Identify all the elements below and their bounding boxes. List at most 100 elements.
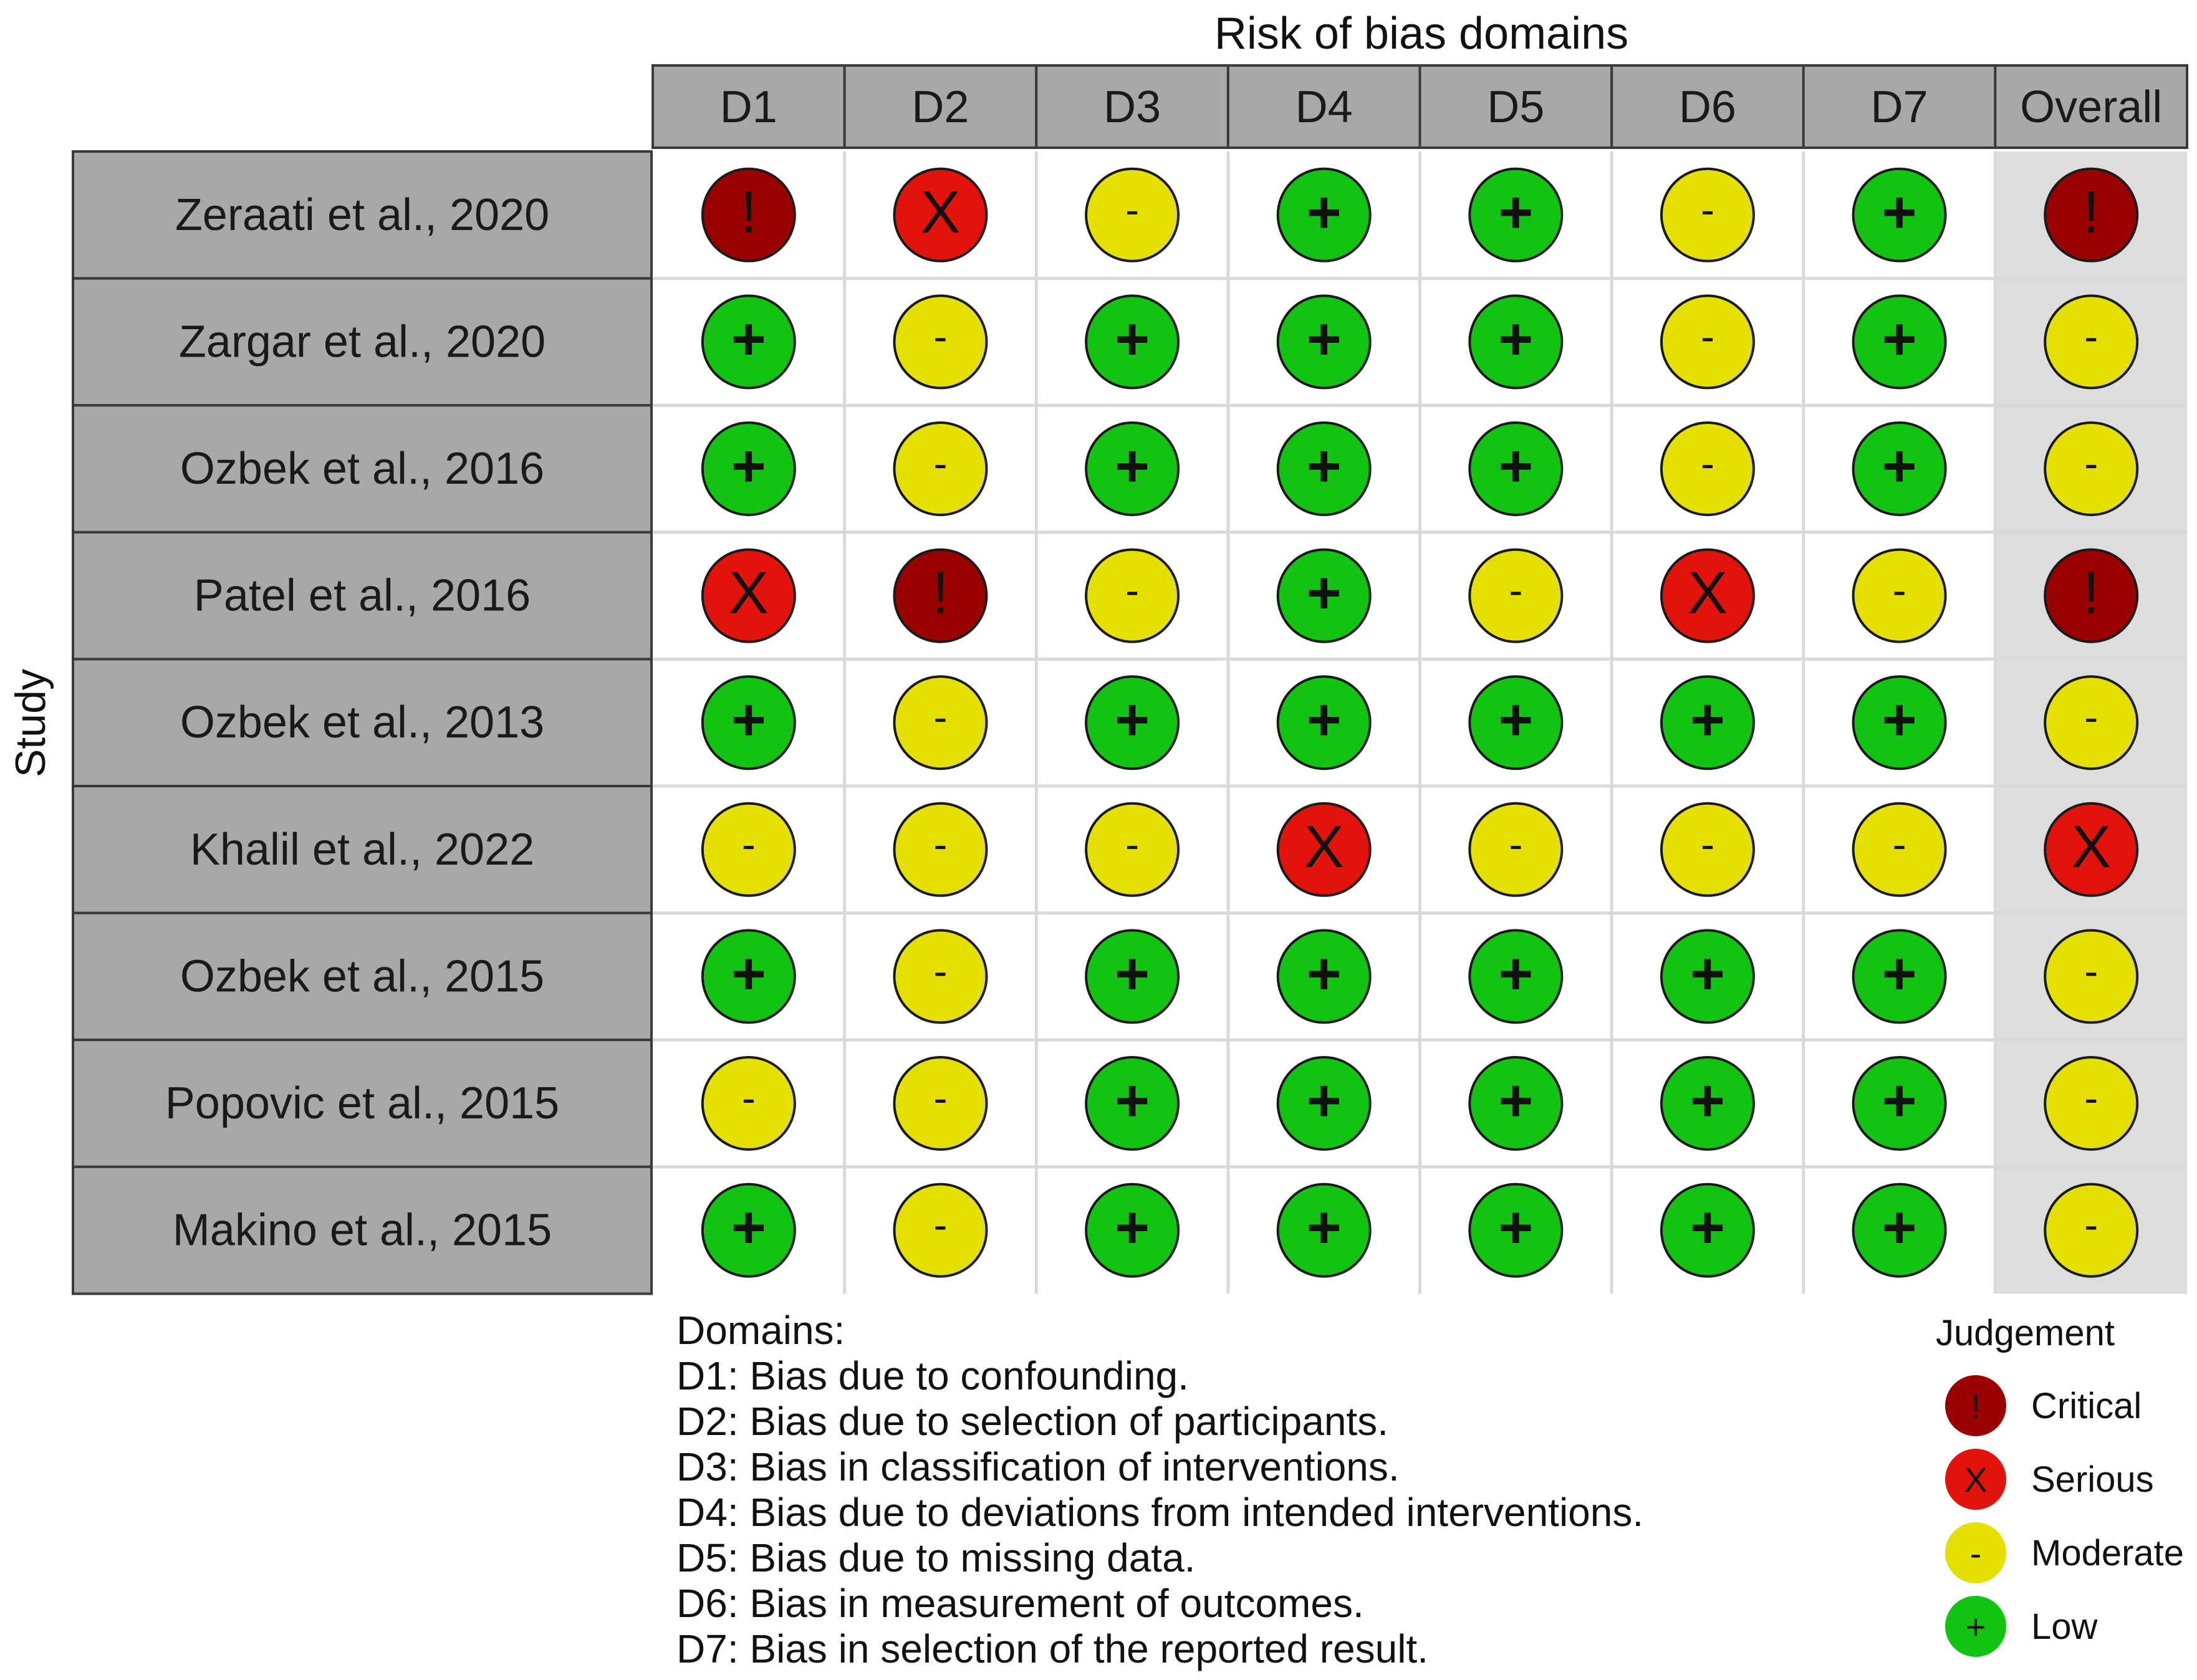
judgement-low-icon: + xyxy=(1085,421,1180,516)
judgement-moderate-icon: - xyxy=(893,421,988,516)
judgement-moderate-icon: - xyxy=(893,1183,988,1278)
judgement-low-icon: + xyxy=(1468,1183,1564,1278)
svg-text:X: X xyxy=(2071,814,2111,880)
svg-text:-: - xyxy=(1509,567,1522,613)
judgement-low-icon: + xyxy=(701,294,796,390)
svg-text:-: - xyxy=(1893,821,1906,867)
svg-text:-: - xyxy=(933,948,947,994)
judgement-low-icon: + xyxy=(1468,167,1564,262)
judgement-low-icon: + xyxy=(1085,1183,1180,1278)
svg-text:+: + xyxy=(1307,560,1342,626)
judgement-low-icon: + xyxy=(1660,1183,1755,1278)
svg-text:+: + xyxy=(1307,305,1342,372)
judgement-low-icon: + xyxy=(1852,167,1947,262)
svg-text:+: + xyxy=(731,940,766,1007)
domain-desc-d4: D4: Bias due to deviations from intended… xyxy=(676,1490,1644,1535)
svg-text:-: - xyxy=(2084,694,2098,740)
svg-text:!: ! xyxy=(2083,179,2100,246)
judgement-moderate-icon: - xyxy=(1660,167,1755,262)
judgement-moderate-icon: - xyxy=(1085,802,1180,897)
serious-icon: X xyxy=(1945,1449,2006,1510)
y-axis-label: Study xyxy=(7,669,54,777)
svg-text:-: - xyxy=(1701,186,1714,233)
judgement-low-icon: + xyxy=(1276,294,1372,390)
judgement-low-icon: + xyxy=(1276,1056,1372,1151)
judgement-low-icon: + xyxy=(1085,1056,1180,1151)
traffic-light-grid: Risk of bias domains Study D1 D2 D3 D4 D5 D6 D… xyxy=(7,9,2188,1295)
study-cell xyxy=(72,1165,653,1295)
critical-icon: ! xyxy=(1945,1375,2006,1436)
svg-text:-: - xyxy=(933,1075,947,1121)
svg-text:-: - xyxy=(2084,1202,2098,1248)
judgement-serious-icon: X xyxy=(701,548,796,643)
judgement-low-icon: + xyxy=(1276,675,1372,770)
svg-text:-: - xyxy=(1701,821,1714,867)
judgement-low-icon: + xyxy=(1276,548,1372,643)
study-label: Khalil et al., 2022 xyxy=(190,825,534,875)
svg-text:+: + xyxy=(1690,686,1725,753)
judgement-moderate-icon: - xyxy=(893,1056,988,1151)
study-cell xyxy=(72,1039,653,1168)
judgement-low-icon: + xyxy=(1276,1183,1372,1278)
legend-item-low: + Low xyxy=(1945,1595,2097,1658)
svg-text:+: + xyxy=(1115,1194,1150,1261)
svg-text:+: + xyxy=(1498,686,1533,753)
judgement-low-icon: + xyxy=(701,1183,796,1278)
header-label-overall: Overall xyxy=(2020,82,2162,132)
judgement-moderate-icon: - xyxy=(1468,802,1564,897)
svg-text:+: + xyxy=(1882,1067,1917,1134)
judgement-low-icon: + xyxy=(1276,167,1372,262)
svg-text:-: - xyxy=(1125,567,1139,613)
header-label-d6: D6 xyxy=(1679,82,1736,132)
judgement-serious-icon: X xyxy=(2044,802,2139,897)
judgement-critical-icon: ! xyxy=(2044,548,2139,643)
svg-text:+: + xyxy=(1115,686,1150,753)
svg-text:-: - xyxy=(2084,948,2098,994)
svg-text:-: - xyxy=(933,694,947,740)
svg-text:+: + xyxy=(1690,1067,1725,1134)
judgement-low-icon: + xyxy=(1852,421,1947,516)
domain-desc-d1: D1: Bias due to confounding. xyxy=(676,1353,1189,1398)
judgement-moderate-icon: - xyxy=(1852,802,1947,897)
study-cell xyxy=(72,658,653,788)
judgement-moderate-icon: - xyxy=(2044,294,2139,390)
judgement-low-icon: + xyxy=(1852,929,1947,1024)
study-label: Zargar et al., 2020 xyxy=(179,317,546,367)
header-cell-overall xyxy=(1994,64,2188,149)
judgement-moderate-icon: - xyxy=(2044,1056,2139,1151)
judgement-low-icon: + xyxy=(1085,294,1180,390)
judgement-serious-icon: X xyxy=(1276,802,1372,897)
svg-text:+: + xyxy=(1307,433,1342,499)
study-cell xyxy=(72,911,653,1042)
header-label-d3: D3 xyxy=(1103,82,1161,132)
svg-text:+: + xyxy=(1115,1067,1150,1134)
header-cell-d6 xyxy=(1610,64,1805,149)
header-label-d7: D7 xyxy=(1871,82,1928,132)
judgement-critical-icon: ! xyxy=(2044,167,2139,262)
legend-item-critical: ! Critical xyxy=(1945,1375,2142,1437)
judgement-moderate-icon: - xyxy=(893,929,988,1024)
svg-text:-: - xyxy=(933,1202,947,1248)
svg-text:-: - xyxy=(742,1075,756,1121)
judgement-low-icon: + xyxy=(1085,675,1180,770)
svg-text:+: + xyxy=(1115,433,1150,499)
legend-label-critical: Critical xyxy=(2031,1385,2142,1426)
judgement-low-icon: + xyxy=(1852,675,1947,770)
judgement-low-icon: + xyxy=(1852,1056,1947,1151)
svg-text:X: X xyxy=(729,560,769,626)
svg-text:+: + xyxy=(1882,1194,1917,1261)
low-icon: + xyxy=(1945,1596,2006,1657)
legend-item-moderate: - Moderate xyxy=(1945,1522,2184,1584)
judgement-legend: Judgement ! Critical X Serious - Moderat… xyxy=(1930,1312,2184,1657)
judgement-moderate-icon: - xyxy=(701,802,796,897)
study-label: Patel et al., 2016 xyxy=(194,571,531,621)
svg-text:+: + xyxy=(1882,940,1917,1007)
study-label: Makino et al., 2015 xyxy=(173,1206,552,1255)
svg-text:-: - xyxy=(1509,821,1522,867)
domain-desc-d2: D2: Bias due to selection of participant… xyxy=(676,1399,1388,1444)
svg-text:+: + xyxy=(731,686,766,753)
legend-label-moderate: Moderate xyxy=(2031,1532,2185,1573)
legend-item-serious: X Serious xyxy=(1945,1448,2154,1510)
study-label: Zeraati et al., 2020 xyxy=(175,190,549,240)
study-cell xyxy=(72,404,653,534)
